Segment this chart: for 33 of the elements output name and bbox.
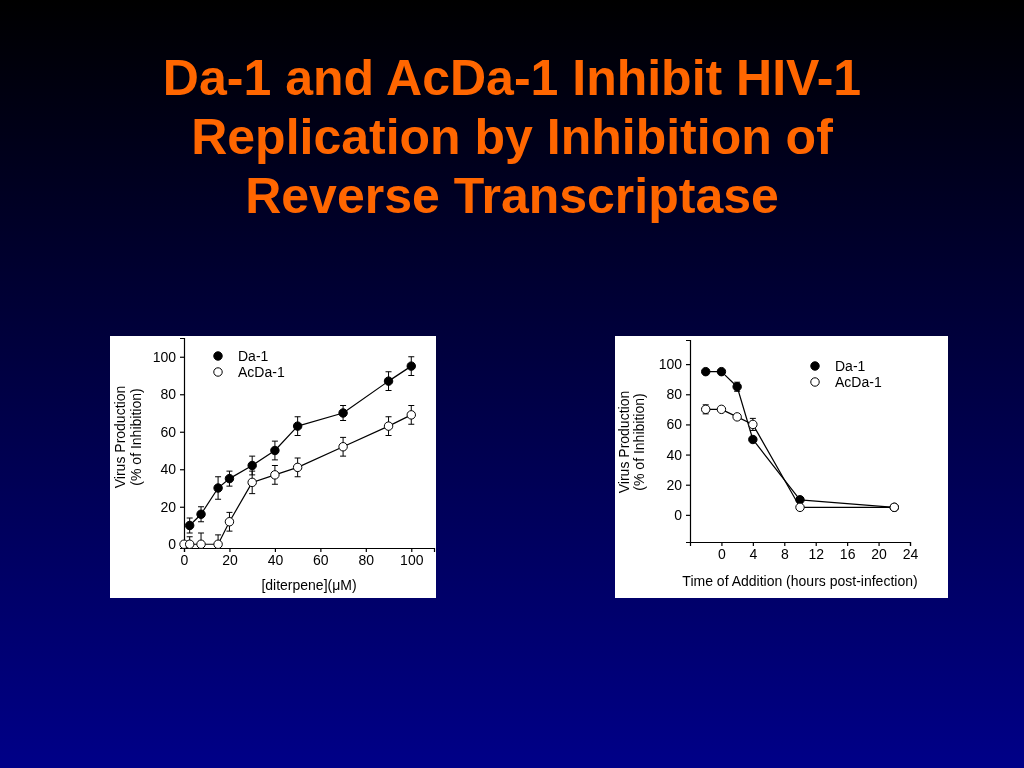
x-tick-label: 4: [749, 545, 758, 562]
x-tick-label: 0: [718, 545, 727, 562]
y-tick-label: 80: [160, 386, 177, 403]
chart-title: Da-1 and AcDa-1 Inhibit HIV-1 Replication by Inhibition of Reverse Transcriptase: [161, 49, 863, 226]
y-axis-title: Virus Production (% of Inhibition): [111, 385, 144, 489]
y-tick-label: 60: [666, 416, 683, 433]
y-tick-label: 100: [152, 348, 177, 365]
x-tick-label: 16: [839, 545, 856, 562]
x-tick-label: 8: [780, 545, 789, 562]
y-tick-label: 100: [658, 356, 683, 373]
legend-label: Da-1: [238, 347, 269, 364]
y-tick-label: 60: [160, 423, 177, 440]
legend-label: Da-1: [835, 357, 866, 374]
x-axis-title: [diterpene](μM): [261, 577, 357, 593]
x-tick-label: 20: [222, 551, 238, 568]
x-tick-label: 12: [808, 545, 825, 562]
x-tick-label: 0: [180, 551, 189, 568]
legend-label: AcDa-1: [238, 363, 285, 380]
y-tick-label: 40: [160, 461, 177, 478]
y-tick-label: 40: [666, 446, 683, 463]
x-tick-label: 24: [902, 545, 919, 562]
x-tick-label: 80: [358, 551, 375, 568]
x-axis-title: Time of Addition (hours post-infection): [682, 573, 918, 589]
y-tick-label: 20: [666, 476, 683, 493]
x-tick-label: 60: [313, 551, 329, 568]
legend-label: AcDa-1: [835, 373, 882, 390]
x-tick-label: 100: [400, 551, 424, 568]
y-tick-label: 20: [160, 498, 177, 515]
y-tick-label: 0: [674, 506, 683, 523]
x-tick-label: 40: [267, 551, 284, 568]
y-tick-label: 80: [666, 386, 683, 403]
x-tick-label: 20: [871, 545, 888, 562]
y-axis-title: Virus Production (% of Inhibition): [615, 390, 647, 494]
